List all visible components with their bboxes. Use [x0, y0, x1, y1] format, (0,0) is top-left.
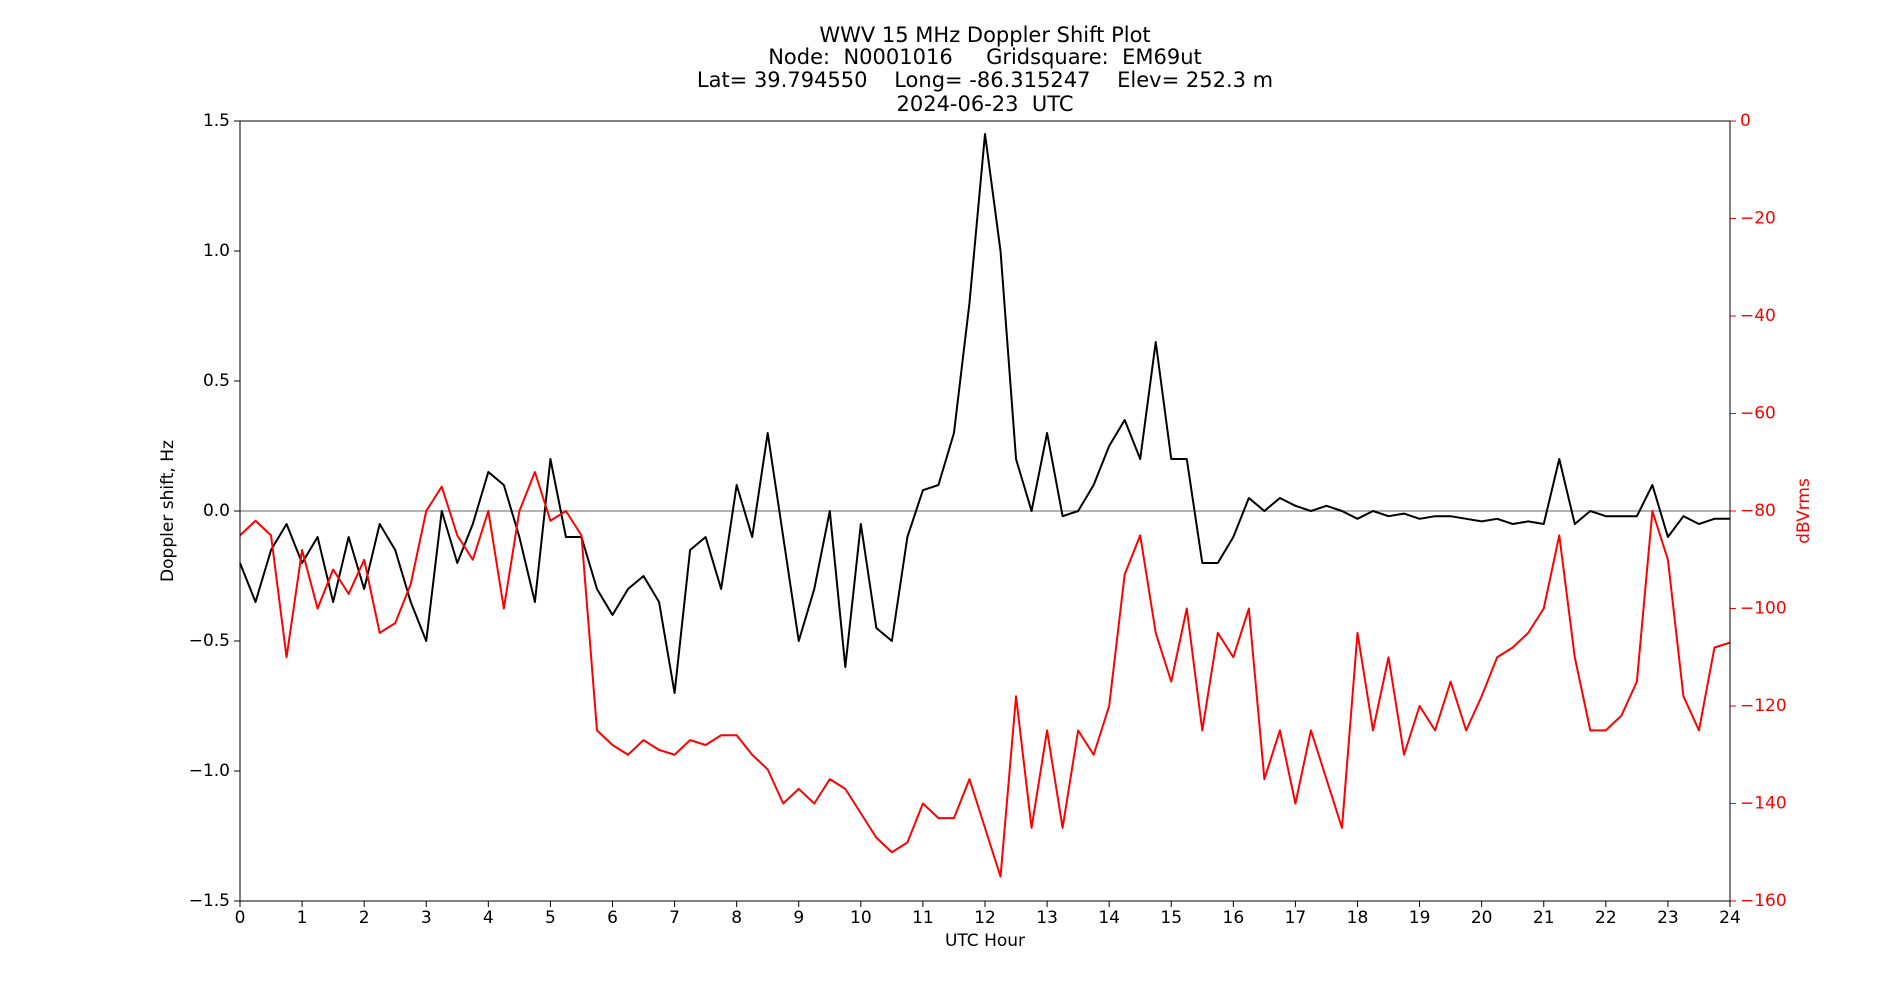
y-tick-label: 1.5 [203, 111, 230, 131]
y-tick-label: −0.5 [189, 631, 230, 651]
plot-frame [239, 120, 1731, 902]
x-tick-label: 9 [793, 908, 804, 928]
series-line [239, 471, 1731, 878]
y-tick-label: 0.5 [203, 371, 230, 391]
y2-tick-label: −140 [1740, 794, 1787, 814]
x-tick-label: 7 [669, 908, 680, 928]
x-tick-label: 1 [297, 908, 308, 928]
x-tick-label: 13 [1036, 908, 1058, 928]
x-tick-label: 12 [974, 908, 996, 928]
x-tick-label: 4 [483, 908, 494, 928]
y2-tick-label: −60 [1740, 404, 1776, 424]
x-tick-label: 22 [1595, 908, 1617, 928]
y2-axis-label: dBVrms [1794, 478, 1814, 544]
x-tick-label: 23 [1657, 908, 1679, 928]
series-line [239, 133, 1730, 694]
x-tick-label: 0 [235, 908, 246, 928]
x-tick-label: 3 [421, 908, 432, 928]
chart-subtitle: Lat= 39.794550 Long= -86.315247 Elev= 25… [697, 68, 1273, 92]
x-tick-label: 15 [1160, 908, 1182, 928]
y2-tick-label: −100 [1740, 599, 1787, 619]
x-tick-label: 24 [1719, 908, 1741, 928]
y2-tick-label: −160 [1740, 891, 1787, 911]
x-tick-label: 16 [1223, 908, 1245, 928]
x-tick-label: 21 [1533, 908, 1555, 928]
x-tick-label: 8 [731, 908, 742, 928]
chart-subtitle: 2024-06-23 UTC [896, 92, 1073, 116]
y2-tick-label: −40 [1740, 306, 1776, 326]
x-axis-label: UTC Hour [945, 931, 1025, 951]
x-tick-label: 14 [1098, 908, 1120, 928]
x-tick-label: 20 [1471, 908, 1493, 928]
y-tick-label: 1.0 [203, 241, 230, 261]
x-tick-label: 2 [359, 908, 370, 928]
chart-subtitle: Node: N0001016 Gridsquare: EM69ut [768, 45, 1202, 69]
x-tick-label: 17 [1285, 908, 1307, 928]
y2-tick-label: −20 [1740, 209, 1776, 229]
x-tick-label: 18 [1347, 908, 1369, 928]
y-tick-label: −1.5 [189, 891, 230, 911]
x-tick-label: 11 [912, 908, 934, 928]
y2-tick-label: −80 [1740, 501, 1776, 521]
x-tick-label: 5 [545, 908, 556, 928]
x-tick-label: 19 [1409, 908, 1431, 928]
y-axis-label: Doppler shift, Hz [158, 440, 178, 582]
x-tick-label: 6 [607, 908, 618, 928]
chart-title: WWV 15 MHz Doppler Shift Plot [819, 23, 1150, 47]
y2-tick-label: −120 [1740, 696, 1787, 716]
x-tick-label: 10 [850, 908, 872, 928]
y-tick-label: −1.0 [189, 761, 230, 781]
y2-tick-label: 0 [1740, 111, 1751, 131]
y-tick-label: 0.0 [203, 501, 230, 521]
